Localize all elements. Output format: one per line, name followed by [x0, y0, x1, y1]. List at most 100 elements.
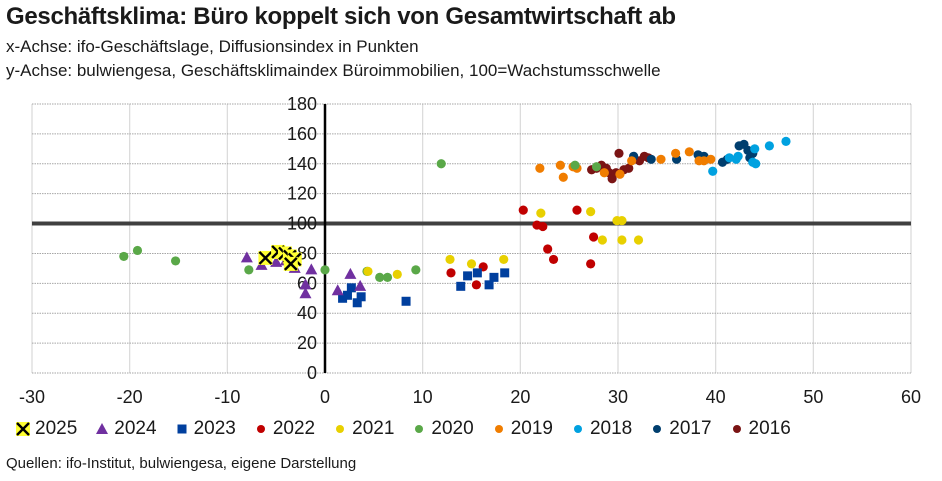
- data-point-2023: [500, 268, 510, 278]
- x-tick-label: -20: [117, 387, 143, 407]
- data-point-2020: [570, 160, 580, 170]
- data-point-2020: [375, 272, 385, 282]
- y-tick-label: 140: [287, 154, 317, 174]
- data-point-2020: [320, 265, 330, 275]
- legend-item-2024: 2024: [93, 418, 157, 440]
- data-point-2021: [466, 259, 477, 269]
- data-point-2023: [484, 280, 494, 290]
- data-point-2024: [344, 267, 357, 279]
- y-tick-label: 20: [297, 333, 317, 353]
- legend-item-2023: 2023: [173, 418, 236, 440]
- data-point-2016: [614, 148, 624, 158]
- series-2018: [708, 136, 791, 176]
- data-point-2021: [499, 254, 509, 265]
- legend-item-2017: 2017: [648, 418, 712, 440]
- series-2022: [446, 205, 599, 290]
- legend-label: 2020: [431, 418, 474, 439]
- legend-label: 2021: [352, 418, 395, 439]
- legend-marker-circle-icon: [732, 425, 741, 433]
- data-point-2019: [615, 169, 625, 179]
- data-point-2020: [244, 265, 254, 275]
- y-tick-label: 160: [287, 124, 317, 144]
- legend-label: 2022: [272, 418, 316, 439]
- data-point-2020: [132, 245, 143, 256]
- data-point-2025: [258, 250, 273, 265]
- tick-labels: -30-20-100102030405060020406080100120140…: [19, 94, 921, 407]
- x-tick-label: -30: [19, 387, 45, 407]
- legend-label: 2019: [510, 418, 553, 439]
- data-point-2023: [356, 292, 366, 302]
- data-point-2020: [436, 159, 446, 169]
- data-point-2021: [597, 235, 607, 245]
- legend-marker-triangle-icon: [96, 423, 109, 434]
- x-tick-label: 0: [320, 387, 330, 407]
- data-point-2024: [240, 251, 253, 263]
- legend-marker-circle-icon: [415, 425, 424, 433]
- x-tick-label: 20: [510, 387, 530, 407]
- legend-marker-circle-icon: [653, 425, 662, 433]
- data-point-2021: [617, 235, 627, 245]
- series-2019: [535, 147, 716, 182]
- data-point-2018: [733, 151, 743, 161]
- data-point-2020: [170, 256, 181, 266]
- data-point-2023: [456, 281, 466, 291]
- data-point-2018: [764, 141, 774, 151]
- legend-item-2019: 2019: [490, 418, 553, 440]
- data-point-2025: [283, 256, 298, 271]
- x-tick-label: -10: [214, 387, 240, 407]
- data-point-2021: [536, 208, 546, 218]
- data-point-2023: [338, 293, 348, 303]
- data-point-2019: [656, 154, 666, 164]
- legend-label: 2023: [193, 418, 236, 439]
- data-point-2019: [555, 160, 565, 170]
- data-point-2022: [471, 280, 481, 290]
- legend-item-2022: 2022: [252, 418, 315, 440]
- scatter-chart: -30-20-100102030405060020406080100120140…: [19, 94, 921, 407]
- data-point-2023: [472, 268, 482, 278]
- data-point-2024: [270, 255, 283, 267]
- legend-label: 2016: [748, 418, 791, 439]
- chart-title: Geschäftsklima: Büro koppelt sich von Ge…: [6, 3, 676, 30]
- data-point-2021: [363, 266, 373, 276]
- series-2023: [338, 268, 510, 308]
- data-point-2022: [588, 232, 599, 242]
- data-point-2019: [699, 156, 709, 166]
- series-2016: [587, 148, 653, 184]
- series-2025: [258, 244, 302, 271]
- data-point-2019: [558, 172, 568, 182]
- grid: [31, 103, 912, 374]
- x-tick-label: 50: [803, 387, 823, 407]
- data-point-2018: [724, 153, 734, 163]
- legend-marker-circle-icon: [256, 425, 265, 433]
- data-point-2019: [535, 163, 545, 173]
- y-tick-label: 40: [297, 303, 317, 323]
- x-tick-label: 10: [413, 387, 433, 407]
- legend-label: 2017: [669, 418, 712, 439]
- y-tick-label: 120: [287, 184, 317, 204]
- data-point-2022: [572, 205, 582, 215]
- legend: 2025 2024 2023 2022 2021 2020 2019 2018 2017 2016: [14, 418, 807, 440]
- source-note: Quellen: ifo-Institut, bulwiengesa, eige…: [6, 455, 357, 472]
- data-point-2024: [354, 279, 367, 291]
- legend-marker-square-icon: [177, 424, 187, 434]
- legend-item-2021: 2021: [331, 418, 394, 440]
- legend-item-2016: 2016: [728, 418, 791, 440]
- x-axis-description: x-Achse: ifo-Geschäftslage, Diffusionsin…: [6, 37, 419, 56]
- legend-item-2025: 2025: [14, 418, 77, 440]
- data-point-2023: [346, 283, 356, 293]
- legend-marker-circle-icon: [336, 425, 345, 433]
- data-point-2018: [708, 166, 718, 176]
- data-point-2024: [305, 263, 318, 275]
- legend-label: 2024: [114, 418, 157, 439]
- data-point-2021: [586, 207, 596, 217]
- data-point-2019: [684, 147, 694, 157]
- y-tick-label: 0: [307, 363, 317, 383]
- data-point-2022: [518, 205, 528, 215]
- data-point-2021: [445, 254, 455, 265]
- data-point-2021: [617, 215, 627, 226]
- data-point-2020: [591, 162, 602, 172]
- data-point-2023: [401, 296, 411, 306]
- data-point-2024: [299, 278, 312, 290]
- data-points: [119, 136, 791, 308]
- legend-marker-circle-icon: [573, 425, 582, 433]
